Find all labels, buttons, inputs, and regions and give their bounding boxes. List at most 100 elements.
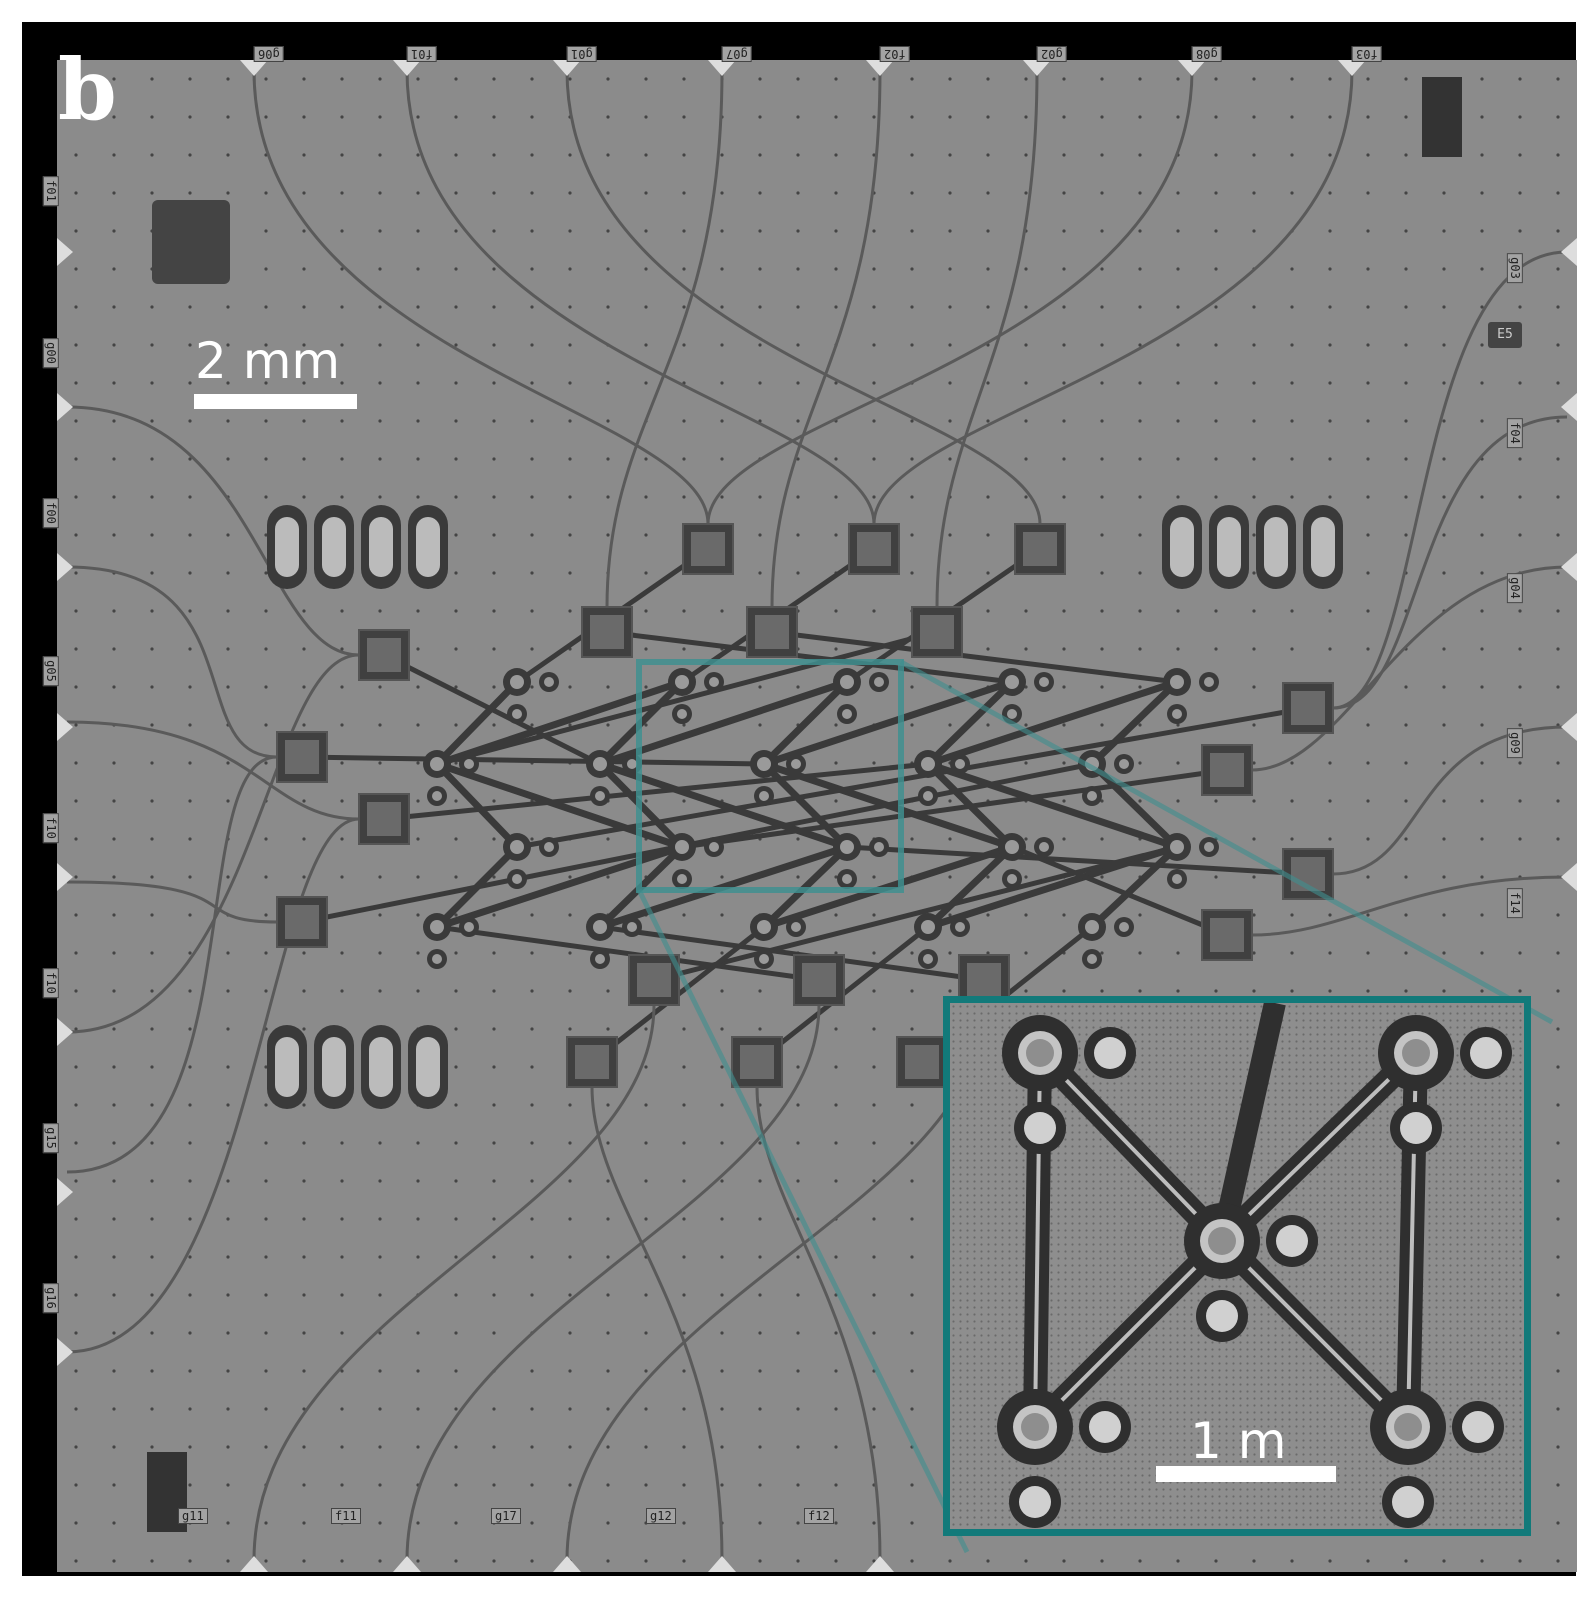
qubit-lobe-core xyxy=(1119,759,1129,769)
feed-line xyxy=(252,69,710,525)
coupler-line xyxy=(926,760,1179,851)
qubit-core xyxy=(510,675,524,689)
coupler-line xyxy=(926,678,1179,768)
pad-label-left: f01 xyxy=(42,176,59,206)
readout-pad-inner xyxy=(1023,532,1057,566)
pad-label-top: g01 xyxy=(567,46,597,62)
feed-line xyxy=(935,69,1039,608)
qubit-core xyxy=(921,757,935,771)
capsule-inner xyxy=(369,1037,393,1097)
qubit-lobe-core xyxy=(759,791,769,801)
coupler-line xyxy=(762,678,1014,768)
qubit-lobe-core xyxy=(1119,922,1129,932)
launcher-right xyxy=(1561,393,1577,421)
qubit-nodes xyxy=(423,668,1219,969)
inset-trace-core xyxy=(1220,1051,1418,1243)
launcher-right xyxy=(1561,713,1577,741)
inset-nodes xyxy=(997,1015,1512,1528)
inset-trace-core xyxy=(1220,1239,1410,1429)
pad-label-left: g00 xyxy=(42,338,59,368)
qubit-core xyxy=(510,840,524,854)
pad-label-top: g08 xyxy=(1192,46,1222,62)
launcher-top xyxy=(553,60,581,76)
qubit-lobe-core xyxy=(1172,874,1182,884)
readout-pad-inner xyxy=(691,532,725,566)
launcher-left xyxy=(57,238,73,266)
inset-lobe-core xyxy=(1392,1486,1424,1518)
launcher-bottom xyxy=(708,1556,736,1572)
qubit-lobe-core xyxy=(759,954,769,964)
inset-lobe-core xyxy=(1400,1112,1432,1144)
inset-trace-core xyxy=(1038,1051,1224,1243)
capsule-inner xyxy=(1264,517,1288,577)
inset-qubit-core xyxy=(1402,1039,1430,1067)
pad-label-left: g05 xyxy=(42,656,59,686)
qubit-lobe-core xyxy=(595,954,605,964)
feed-line xyxy=(1251,565,1568,772)
readout-pad-inner xyxy=(367,802,401,836)
coupler-line xyxy=(925,679,1015,767)
pad-label-top: f02 xyxy=(880,46,910,62)
pad-trace xyxy=(606,629,1013,685)
coupler-line xyxy=(434,679,520,767)
pad-label-top: g06 xyxy=(254,46,284,62)
qubit-core xyxy=(675,675,689,689)
scalebar-main-label: 2 mm xyxy=(195,332,341,390)
capacitor-groups xyxy=(267,505,1343,1109)
qubit-core xyxy=(921,920,935,934)
qubit-lobe-core xyxy=(627,759,637,769)
qubit-core xyxy=(757,757,771,771)
qubit-lobe-core xyxy=(432,954,442,964)
inset-qubit-core xyxy=(1021,1413,1049,1441)
readout-pad-inner xyxy=(967,963,1001,997)
launcher-right xyxy=(1561,553,1577,581)
feed-line xyxy=(66,653,360,1034)
feed-line xyxy=(770,69,882,608)
qubit-lobe-core xyxy=(955,759,965,769)
qubit-lobe-core xyxy=(923,791,933,801)
qubit-lobe-core xyxy=(1007,874,1017,884)
launcher-top xyxy=(393,60,421,76)
zoom-box xyxy=(636,659,904,893)
feed-line xyxy=(66,405,360,657)
launcher-left xyxy=(57,1018,73,1046)
capsule-inner xyxy=(322,517,346,577)
capsule-inner xyxy=(416,1037,440,1097)
inset-trace-core xyxy=(1033,1239,1224,1429)
panel-letter: b xyxy=(58,40,117,139)
qubit-lobe-core xyxy=(709,677,719,687)
coupler-line xyxy=(926,843,1179,931)
qubit-lobe-core xyxy=(627,922,637,932)
feed-line xyxy=(405,1004,821,1561)
qubit-lobe-core xyxy=(791,759,801,769)
qubit-lobe-core xyxy=(1007,709,1017,719)
qubit-core xyxy=(840,675,854,689)
qubit-lobe-core xyxy=(544,677,554,687)
pad-trace xyxy=(846,844,1309,877)
pad-label-right: g09 xyxy=(1506,728,1523,758)
readout-pad-inner xyxy=(637,963,671,997)
launcher-top xyxy=(866,60,894,76)
readout-pad-inner xyxy=(575,1045,609,1079)
capsule-inner xyxy=(275,1037,299,1097)
pad-label-top: f01 xyxy=(407,46,437,62)
qubit-core xyxy=(1085,920,1099,934)
qubit-lobe-core xyxy=(464,759,474,769)
pad-trace xyxy=(382,652,602,767)
zoom-line xyxy=(899,659,1554,1025)
qubit-lobe-core xyxy=(1204,842,1214,852)
capsule-inner xyxy=(1311,517,1335,577)
readout-pad-inner xyxy=(905,1045,939,1079)
coupler-line xyxy=(1089,844,1180,930)
qubit-lobe-core xyxy=(1204,677,1214,687)
qubit-lobe-core xyxy=(1172,709,1182,719)
pad-trace xyxy=(301,754,765,767)
launcher-top xyxy=(1178,60,1206,76)
inset-qubit-core xyxy=(1026,1039,1054,1067)
launcher-top xyxy=(1023,60,1051,76)
capsule-inner xyxy=(369,517,393,577)
launcher-right xyxy=(1561,863,1577,891)
inset-trace xyxy=(1211,1003,1286,1244)
feed-line xyxy=(252,1004,656,1561)
inset-lobe-core xyxy=(1094,1037,1126,1069)
